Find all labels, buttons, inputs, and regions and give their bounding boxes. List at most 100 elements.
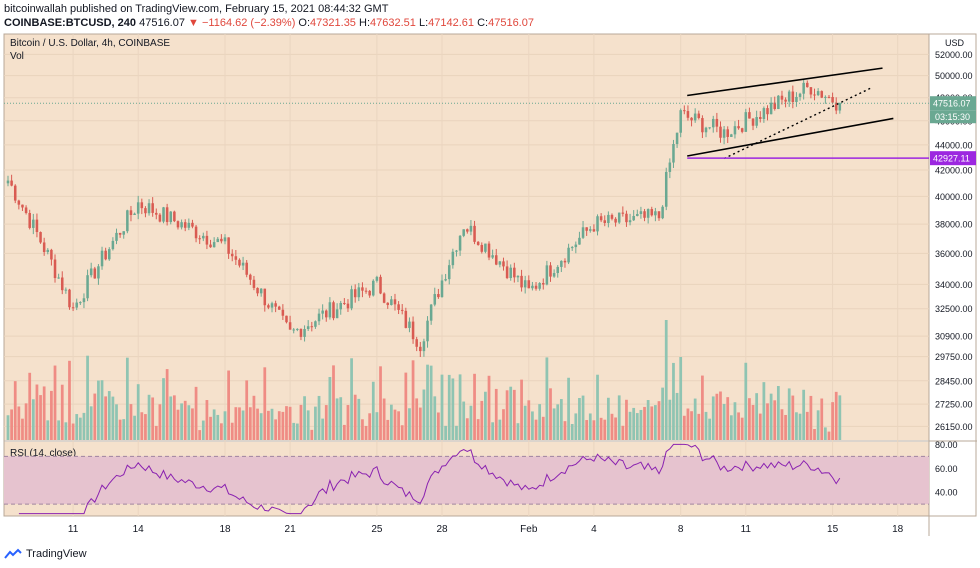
- candle-body: [592, 229, 596, 232]
- volume-bar: [140, 412, 144, 440]
- candle-body: [205, 235, 209, 245]
- volume-bar: [277, 411, 281, 440]
- candle-body: [144, 208, 147, 214]
- candle-body: [263, 288, 267, 306]
- candle-body: [534, 285, 538, 289]
- candle-body: [820, 91, 824, 98]
- volume-bar: [603, 419, 607, 440]
- ohlc-line: COINBASE:BTCUSD, 240 47516.07 ▼ −1164.62…: [4, 17, 534, 29]
- candle-body: [740, 128, 744, 132]
- volume-bar: [541, 416, 545, 440]
- volume-bar: [664, 320, 668, 440]
- candle-body: [444, 279, 447, 281]
- volume-bar: [133, 415, 136, 440]
- candle-body: [147, 203, 151, 214]
- volume-bar: [86, 355, 89, 440]
- volume-bar: [386, 419, 390, 440]
- volume-bar: [729, 415, 733, 440]
- candle-body: [386, 302, 390, 306]
- candle-body: [679, 110, 682, 133]
- volume-bar: [31, 399, 35, 440]
- candle-body: [429, 304, 433, 321]
- volume-bar: [317, 395, 321, 440]
- candle-body: [505, 266, 509, 279]
- candle-body: [791, 91, 795, 102]
- volume-bar: [353, 394, 357, 440]
- volume-bar: [531, 411, 534, 440]
- volume-bar: [93, 393, 97, 440]
- candle-body: [53, 259, 57, 279]
- volume-bar: [588, 413, 592, 440]
- tradingview-logo-icon: [4, 548, 22, 559]
- candle-body: [281, 309, 285, 316]
- volume-bar: [813, 429, 816, 440]
- volume-bar: [805, 411, 809, 440]
- volume-bar: [581, 395, 585, 440]
- rsi-band: [4, 456, 929, 505]
- candle-body: [241, 262, 245, 266]
- price-chart[interactable]: 26150.00 27250.00 28450.00 29750.00 30900.00…: [0, 32, 980, 546]
- candle-body: [68, 289, 71, 308]
- volume-bar: [158, 404, 162, 440]
- volume-bar: [115, 404, 118, 440]
- candle-body: [744, 112, 748, 132]
- channel-upper-line: [687, 67, 883, 97]
- volume-bar: [274, 419, 278, 440]
- volume-bar: [75, 414, 79, 440]
- candle-body: [158, 214, 162, 222]
- candle-body: [314, 321, 317, 327]
- volume-bar: [737, 412, 740, 440]
- candle-body: [28, 212, 31, 228]
- footer-brand[interactable]: TradingView: [26, 548, 87, 560]
- footer: TradingView: [4, 548, 87, 560]
- volume-bar: [690, 411, 693, 440]
- candle-body: [426, 320, 429, 342]
- volume-bar: [144, 414, 147, 440]
- volume-bar: [17, 406, 21, 440]
- candle-body: [730, 134, 733, 137]
- candle-body: [834, 102, 838, 111]
- candle-body: [89, 268, 93, 276]
- volume-bar: [339, 397, 343, 440]
- candle-body: [151, 203, 154, 213]
- candle-body: [115, 232, 118, 241]
- volume-bar: [39, 395, 42, 440]
- candle-body: [755, 117, 758, 126]
- candle-body: [274, 303, 277, 307]
- volume-bar: [646, 400, 650, 440]
- last-price: 47516.07: [139, 17, 185, 29]
- candle-body: [628, 220, 632, 223]
- candle-body: [549, 265, 552, 277]
- candle-body: [288, 322, 292, 330]
- candle-body: [24, 207, 28, 213]
- candle-body: [194, 226, 198, 239]
- candle-body: [509, 267, 512, 279]
- candle-body: [183, 222, 187, 228]
- candle-body: [773, 102, 776, 109]
- volume-bar: [361, 419, 364, 440]
- candle-body: [596, 216, 599, 232]
- volume-bar: [610, 413, 614, 440]
- volume-bar: [668, 399, 672, 440]
- volume-bar: [639, 409, 643, 440]
- candle-body: [212, 242, 216, 248]
- candle-body: [578, 237, 581, 245]
- volume-bar: [422, 389, 426, 440]
- volume-bar: [487, 375, 491, 440]
- volume-bar: [520, 379, 523, 440]
- countdown-label: 03:15:30: [935, 112, 970, 122]
- volume-bar: [238, 407, 241, 440]
- candle-body: [317, 313, 321, 322]
- candle-body: [552, 273, 556, 277]
- volume-bar: [241, 410, 245, 440]
- candle-body: [122, 231, 125, 235]
- volume-bar: [473, 373, 476, 440]
- candle-body: [285, 315, 288, 323]
- candle-body: [733, 126, 737, 135]
- candle-body: [603, 220, 607, 223]
- volume-bar: [60, 384, 64, 440]
- candle-body: [173, 211, 176, 222]
- candle-body: [769, 102, 773, 115]
- volume-bar: [335, 398, 339, 440]
- volume-bar: [13, 381, 17, 440]
